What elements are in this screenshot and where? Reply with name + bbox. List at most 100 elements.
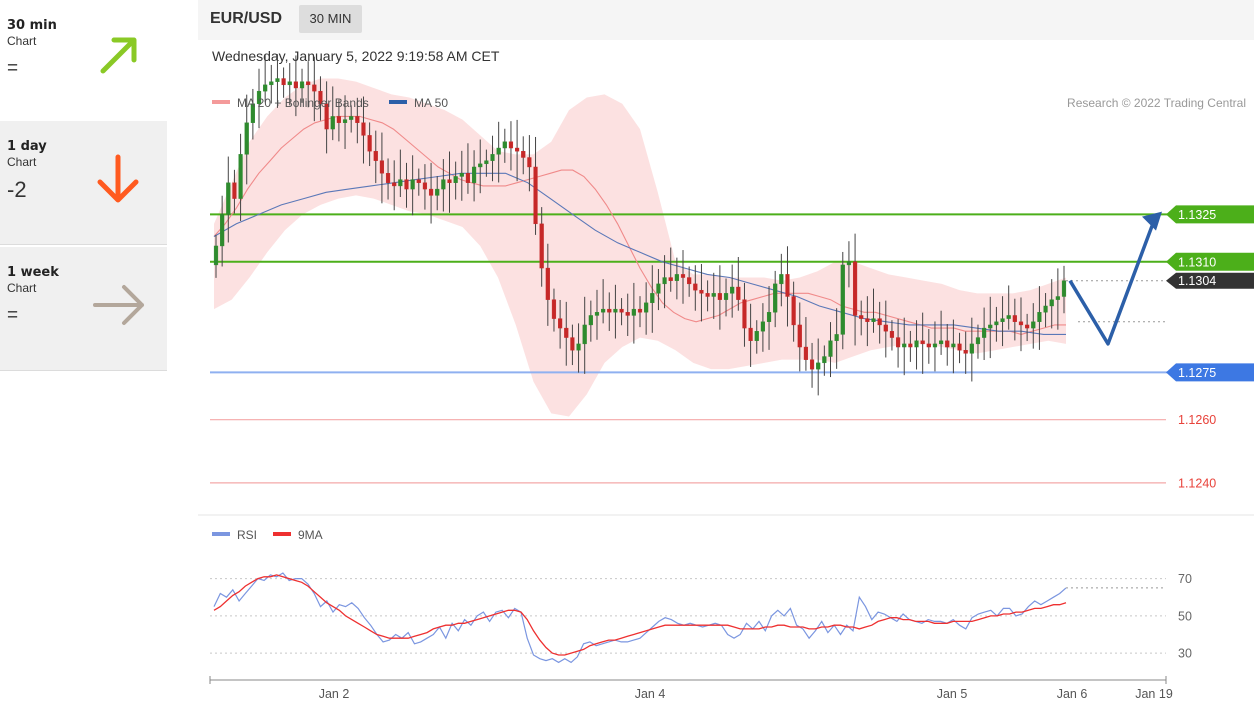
candle-body	[1006, 315, 1011, 319]
timeframe-subtitle: Chart	[7, 281, 37, 295]
x-axis-tick-label: Jan 2	[319, 687, 350, 701]
candle-body	[963, 350, 968, 354]
candle-body	[834, 334, 839, 341]
candle-body	[1043, 305, 1048, 313]
timeframe-title: 1 day	[7, 139, 47, 154]
candle-body	[803, 346, 809, 360]
candle-body	[852, 261, 858, 316]
candle-body	[939, 340, 944, 345]
forecast-arrowhead-icon	[1142, 211, 1162, 231]
candle-body	[293, 81, 298, 89]
candle-body	[330, 116, 335, 130]
symbol-bar: EUR/USD 30 MIN	[198, 0, 1254, 40]
candle-body	[447, 179, 452, 183]
candle-body	[299, 81, 305, 89]
symbol-label: EUR/USD	[210, 10, 283, 27]
candle-body	[705, 293, 710, 297]
candle-body	[607, 308, 612, 313]
candle-body	[226, 182, 231, 215]
candle-body	[441, 179, 446, 190]
up-right-arrow-icon	[100, 37, 137, 74]
target-level-label: 1.1260	[1178, 413, 1216, 427]
target-level-label: 1.1240	[1178, 476, 1216, 490]
candle-body	[791, 296, 796, 326]
candle-body	[662, 277, 667, 285]
candle-body	[914, 340, 919, 348]
resistance-level-label: 1.1325	[1178, 208, 1216, 222]
candle-body	[656, 283, 661, 294]
candle-body	[422, 182, 428, 190]
candle-body	[674, 274, 679, 281]
rsi-tick-label: 50	[1178, 609, 1192, 623]
candle-body	[533, 166, 538, 225]
candle-body	[539, 223, 544, 269]
candle-body	[576, 343, 581, 351]
legend-layer: MA 20 + Bollinger Bands MA 50 Research © 2…	[212, 96, 1246, 110]
candle-body	[324, 103, 329, 130]
candle-body	[846, 261, 852, 266]
bollinger-band-layer	[214, 78, 1066, 417]
candle-body	[957, 343, 962, 351]
candle-body	[213, 245, 219, 266]
candle-body	[951, 343, 956, 348]
candle-body	[527, 157, 532, 168]
candle-body	[551, 299, 557, 319]
candle-body	[625, 312, 630, 316]
candle-body	[1031, 321, 1036, 329]
candle-body	[582, 324, 587, 345]
price-level-layer	[210, 213, 1254, 484]
candle-body	[453, 176, 458, 183]
candle-body	[392, 182, 397, 187]
candle-body	[373, 150, 378, 161]
candle-body	[680, 274, 686, 278]
right-arrow-icon	[93, 285, 144, 325]
candle-body	[355, 116, 360, 123]
candle-body	[895, 337, 901, 348]
candle-body	[982, 327, 987, 338]
timeframe-title: 1 week	[7, 265, 59, 280]
candle-body	[435, 188, 440, 196]
candle-body	[1018, 321, 1024, 326]
candle-body	[748, 327, 753, 341]
candle-body	[1055, 296, 1060, 300]
candle-body	[865, 318, 870, 322]
timeframe-button[interactable]: 30 MIN	[299, 5, 362, 33]
candle-body	[637, 308, 643, 313]
candle-body	[484, 160, 489, 165]
candle-body	[269, 81, 274, 86]
candle-body	[232, 182, 237, 199]
candle-body	[631, 308, 636, 316]
timeframe-card-1day[interactable]: 1 day Chart -2	[0, 121, 167, 245]
candle-body	[275, 78, 280, 82]
x-axis-tick-label: Jan 5	[937, 687, 968, 701]
x-axis-tick-label: Jan 4	[635, 687, 666, 701]
price-chart-svg: 1.1304 1.1275 1.1260 1.1240 1.1325 1.1310 MA …	[198, 54, 1254, 701]
candlestick-layer	[213, 54, 1067, 396]
bollinger-band	[214, 78, 1066, 417]
candle-body	[459, 173, 464, 177]
ma50-line	[213, 172, 1066, 335]
x-axis-layer: Jan 2 Jan 4 Jan 5 Jan 6 Jan 19	[209, 676, 1173, 701]
candle-body	[318, 90, 323, 104]
candle-body	[779, 274, 784, 285]
support-level-tag	[1166, 363, 1254, 382]
timeframe-card-1week[interactable]: 1 week Chart =	[0, 247, 167, 371]
candle-body	[902, 343, 907, 348]
candle-body	[220, 214, 225, 247]
candle-body	[809, 359, 815, 370]
candle-body	[742, 299, 747, 329]
candle-body	[754, 331, 759, 341]
candle-body	[877, 318, 882, 326]
x-axis-tick-label: Jan 6	[1057, 687, 1088, 701]
candle-body	[785, 274, 790, 297]
candle-body	[822, 356, 827, 364]
candle-body	[521, 150, 526, 158]
candle-body	[385, 173, 391, 183]
candle-body	[558, 318, 563, 329]
timeframe-card-30min[interactable]: 30 min Chart =	[0, 0, 167, 124]
candle-body	[594, 312, 600, 316]
candle-body	[1012, 315, 1017, 322]
chart-area: EUR/USD 30 MIN Wednesday, January 5, 202…	[198, 0, 1254, 712]
candle-body	[490, 154, 495, 161]
candle-body	[693, 283, 698, 291]
